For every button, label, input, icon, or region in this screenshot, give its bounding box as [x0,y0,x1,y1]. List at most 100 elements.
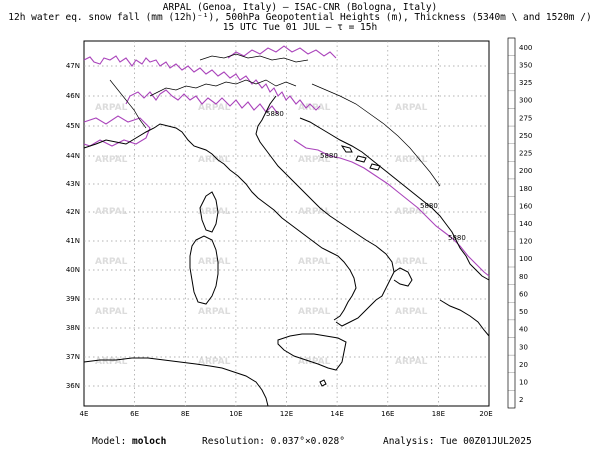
watermark: ARPAL [95,103,128,113]
lon-label: 12E [280,410,293,418]
colorbar-swatch [507,372,516,391]
colorbar-level: 40 [519,326,528,334]
contour-label: 5880 [448,234,466,242]
border-balkans [311,83,441,187]
watermark: ARPAL [298,357,331,367]
colorbar-swatch [507,108,516,127]
colorbar-level: 250 [519,132,532,140]
analysis-label: Analysis: [383,436,441,447]
contour-label: 5880 [420,202,438,210]
watermark: ARPAL [298,307,331,317]
lon-label: 8E [181,410,190,418]
footer-analysis: Analysis: Tue 00Z01JUL2025 [383,436,532,447]
colorbar-swatch [507,337,516,356]
contour-5880-west [83,55,321,111]
lon-label: 10E [229,410,242,418]
colorbar-level: 80 [519,273,528,281]
footer-resolution: Resolution: 0.037°×0.028° [202,436,345,447]
coast-malta [319,379,327,387]
colorbar-swatch [507,390,516,409]
colorbar-swatch [507,231,516,250]
lat-label: 45N [66,122,80,130]
colorbar-level: 300 [519,97,532,105]
colorbar-level: 200 [519,167,532,175]
watermark: ARPAL [395,103,428,113]
border-france [109,79,147,129]
lat-label: 38N [66,324,80,332]
resolution-value: 0.037°×0.028° [270,436,345,447]
colorbar-level: 160 [519,202,532,210]
coast-balkans [299,117,490,281]
lat-label: 41N [66,237,80,245]
contour-5880-east [83,115,151,147]
watermark: ARPAL [298,155,331,165]
watermark: ARPAL [95,307,128,317]
lon-label: 18E [432,410,445,418]
coast-north-africa [83,357,269,407]
colorbar-level: 10 [519,379,528,387]
border-alps [149,79,297,97]
coast-islands [340,145,381,171]
contour-label-layer: 5880 5880 5880 5880 [266,110,466,242]
watermark: ARPAL [395,257,428,267]
watermark: ARPAL [198,155,231,165]
coastlines [83,95,490,407]
lat-label: 40N [66,266,80,274]
watermark: ARPAL [395,357,428,367]
watermark: ARPAL [395,207,428,217]
colorbar-swatch [507,125,516,144]
title-line-2: 12h water eq. snow fall (mm (12h)⁻¹), 50… [8,12,592,23]
longitude-labels: 4E 6E 8E 10E 12E 14E 16E 18E 20E [80,410,493,418]
lon-label: 6E [130,410,139,418]
colorbar-level: 30 [519,343,528,351]
model-label: Model: [92,436,133,447]
colorbar-level: 60 [519,290,528,298]
coast-corsica [199,191,219,233]
colorbar-swatch [507,319,516,338]
watermark: ARPAL [298,207,331,217]
contour-label: 5880 [266,110,284,118]
resolution-label: Resolution: [202,436,271,447]
colorbar: 4003503253002752502252001801601401201008… [507,37,532,409]
colorbar-level: 120 [519,238,532,246]
watermark: ARPAL [95,257,128,267]
watermark: ARPAL [95,155,128,165]
colorbar-swatch [507,55,516,74]
lon-label: 14E [330,410,343,418]
border-austria [199,53,309,63]
colorbar-swatch [507,178,516,197]
analysis-value: Tue 00Z01JUL2025 [440,436,532,447]
colorbar-swatch [507,284,516,303]
coast-italy-adriatic [255,95,395,327]
coast-sicily [277,333,347,371]
lat-label: 46N [66,92,80,100]
title-line-3: 15 UTC Tue 01 JUL – τ = 15h [222,22,378,33]
lon-label: 16E [381,410,394,418]
colorbar-swatch [507,354,516,373]
coast-france-italy-west [83,123,357,321]
watermark: ARPAL [198,103,231,113]
colorbar-level: 180 [519,185,532,193]
colorbar-swatch [507,161,516,180]
contour-5880-adriatic [293,139,490,277]
watermark: ARPAL [298,257,331,267]
colorbar-level: 100 [519,255,532,263]
watermark: ARPAL [198,357,231,367]
lon-label: 20E [479,410,492,418]
colorbar-swatch [507,266,516,285]
geopotential-contours [83,45,490,277]
lat-label: 43N [66,180,80,188]
colorbar-level: 350 [519,61,532,69]
model-value: moloch [132,436,167,447]
colorbar-swatch [507,143,516,162]
watermark: ARPAL [198,207,231,217]
contour-5880-alps [125,89,279,115]
lat-label: 44N [66,152,80,160]
colorbar-swatch [507,196,516,215]
colorbar-level: 225 [519,150,532,158]
colorbar-swatch [507,249,516,268]
watermark: ARPAL [395,307,428,317]
colorbar-level: 140 [519,220,532,228]
colorbar-level: 50 [519,308,528,316]
